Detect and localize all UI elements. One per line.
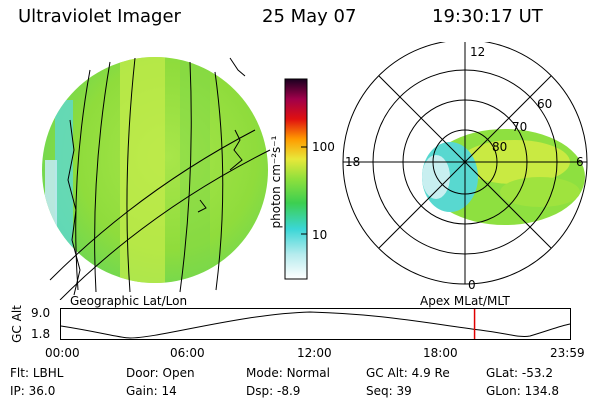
mlt-label-6: 6 [576,155,584,169]
info-glat-label: GLat: [486,366,519,380]
mlt-label-12: 12 [470,45,486,59]
info-dsp: Dsp: -8.9 [246,384,300,398]
info-door: Door: Open [126,366,195,380]
altitude-curve [60,311,571,339]
left-caption: Geographic Lat/Lon [70,294,188,308]
polar-image [342,42,588,285]
info-glat: GLat: -53.2 [486,366,553,380]
colorbar-tick-100: 100 [312,140,335,154]
info-door-value: Open [162,366,195,380]
right-caption: Apex MLat/MLT [420,294,510,308]
polar-grid [342,42,588,285]
lat-label-60: 60 [537,97,553,111]
altitude-tick-high: 9.0 [31,306,51,320]
colorbar [284,78,308,280]
info-seq-value: 39 [396,384,412,398]
info-seq-label: Seq: [366,384,393,398]
lat-label-80: 80 [492,140,508,154]
time-label: 19:30:17 UT [432,6,543,27]
info-ip: IP: 36.0 [10,384,55,398]
geographic-grid [49,57,271,300]
lat-label-70: 70 [512,120,528,134]
colorbar-tick-10: 10 [312,228,328,242]
time-tick-0000: 00:00 [45,346,80,360]
info-glon-value: 134.8 [524,384,559,398]
info-mode: Mode: Normal [246,366,330,380]
info-glon: GLon: 134.8 [486,384,559,398]
info-flt-value: LBHL [32,366,64,380]
info-ip-label: IP: [10,384,25,398]
info-flt: Flt: LBHL [10,366,63,380]
info-mode-value: Normal [286,366,330,380]
time-tick-2359: 23:59 [550,346,585,360]
info-seq: Seq: 39 [366,384,412,398]
info-door-label: Door: [126,366,159,380]
altitude-axis-label: GC Alt [9,305,24,343]
geographic-emission [42,57,268,283]
info-gain-value: 14 [161,384,177,398]
mlt-label-0: 0 [468,278,476,292]
geographic-image [42,57,271,300]
info-ip-value: 36.0 [28,384,56,398]
colorbar-unit-label: photon cm⁻²s⁻¹ [269,135,283,229]
info-dsp-value: -8.9 [276,384,301,398]
info-flt-label: Flt: [10,366,29,380]
info-gcalt: GC Alt: 4.9 Re [366,366,450,380]
info-gain: Gain: 14 [126,384,177,398]
altitude-tick-low: 1.8 [31,327,51,341]
time-tick-0600: 06:00 [170,346,205,360]
coastline [67,57,246,296]
date-label: 25 May 07 [262,6,357,27]
info-dsp-label: Dsp: [246,384,274,398]
info-mode-label: Mode: [246,366,283,380]
mlt-label-18: 18 [345,155,361,169]
time-tick-1800: 18:00 [423,346,458,360]
altitude-plot [60,308,571,340]
info-glon-label: GLon: [486,384,521,398]
info-gcalt-value: 4.9 Re [411,366,450,380]
time-tick-1200: 12:00 [297,346,332,360]
info-gcalt-label: GC Alt: [366,366,408,380]
info-glat-value: -53.2 [521,366,553,380]
info-gain-label: Gain: [126,384,158,398]
app-title: Ultraviolet Imager [18,6,181,27]
